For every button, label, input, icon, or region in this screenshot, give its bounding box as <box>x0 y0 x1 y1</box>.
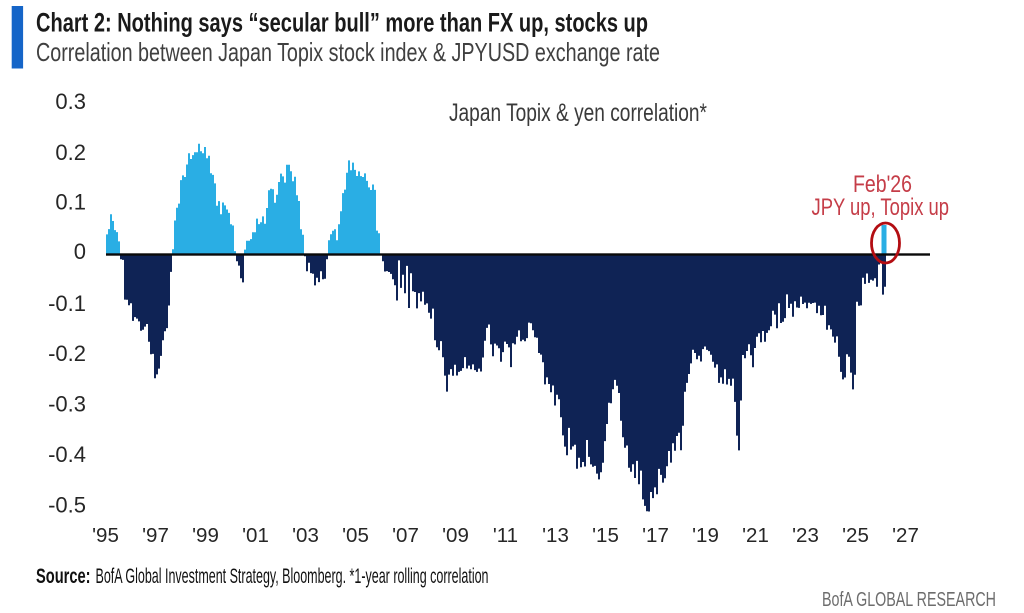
svg-text:'25: '25 <box>842 524 869 547</box>
svg-text:'03: '03 <box>292 524 319 547</box>
svg-text:0.2: 0.2 <box>55 140 86 165</box>
svg-text:'09: '09 <box>442 524 469 547</box>
svg-text:'07: '07 <box>392 524 419 547</box>
svg-text:'05: '05 <box>342 524 369 547</box>
svg-text:Japan Topix & yen correlation*: Japan Topix & yen correlation* <box>449 99 707 127</box>
svg-text:'95: '95 <box>92 524 119 547</box>
svg-text:Correlation between Japan Topi: Correlation between Japan Topix stock in… <box>36 39 660 67</box>
svg-text:BofA Global Investment Strateg: BofA Global Investment Strategy, Bloombe… <box>96 565 489 588</box>
svg-text:'21: '21 <box>742 524 769 547</box>
svg-text:'27: '27 <box>892 524 919 547</box>
svg-text:-0.4: -0.4 <box>48 442 86 467</box>
svg-text:BofA GLOBAL RESEARCH: BofA GLOBAL RESEARCH <box>822 589 996 611</box>
svg-text:'17: '17 <box>642 524 669 547</box>
svg-text:0: 0 <box>74 239 86 264</box>
svg-text:JPY up, Topix up: JPY up, Topix up <box>812 193 950 220</box>
svg-text:'23: '23 <box>792 524 819 547</box>
svg-text:'13: '13 <box>542 524 569 547</box>
svg-text:Chart 2: Nothing says “secular: Chart 2: Nothing says “secular bull” mor… <box>36 8 648 38</box>
svg-text:0.3: 0.3 <box>55 89 86 114</box>
svg-text:Feb'26: Feb'26 <box>853 170 912 197</box>
svg-text:'11: '11 <box>493 524 518 547</box>
svg-text:'99: '99 <box>192 524 219 547</box>
svg-text:'15: '15 <box>592 524 619 547</box>
svg-text:-0.1: -0.1 <box>48 291 86 316</box>
svg-text:-0.3: -0.3 <box>48 392 86 417</box>
svg-text:'19: '19 <box>692 524 719 547</box>
svg-text:-0.5: -0.5 <box>48 493 86 518</box>
svg-text:0.1: 0.1 <box>55 190 86 215</box>
svg-text:'01: '01 <box>242 524 269 547</box>
svg-text:Source:: Source: <box>36 565 91 588</box>
svg-text:-0.2: -0.2 <box>48 341 86 366</box>
svg-text:'97: '97 <box>142 524 169 547</box>
